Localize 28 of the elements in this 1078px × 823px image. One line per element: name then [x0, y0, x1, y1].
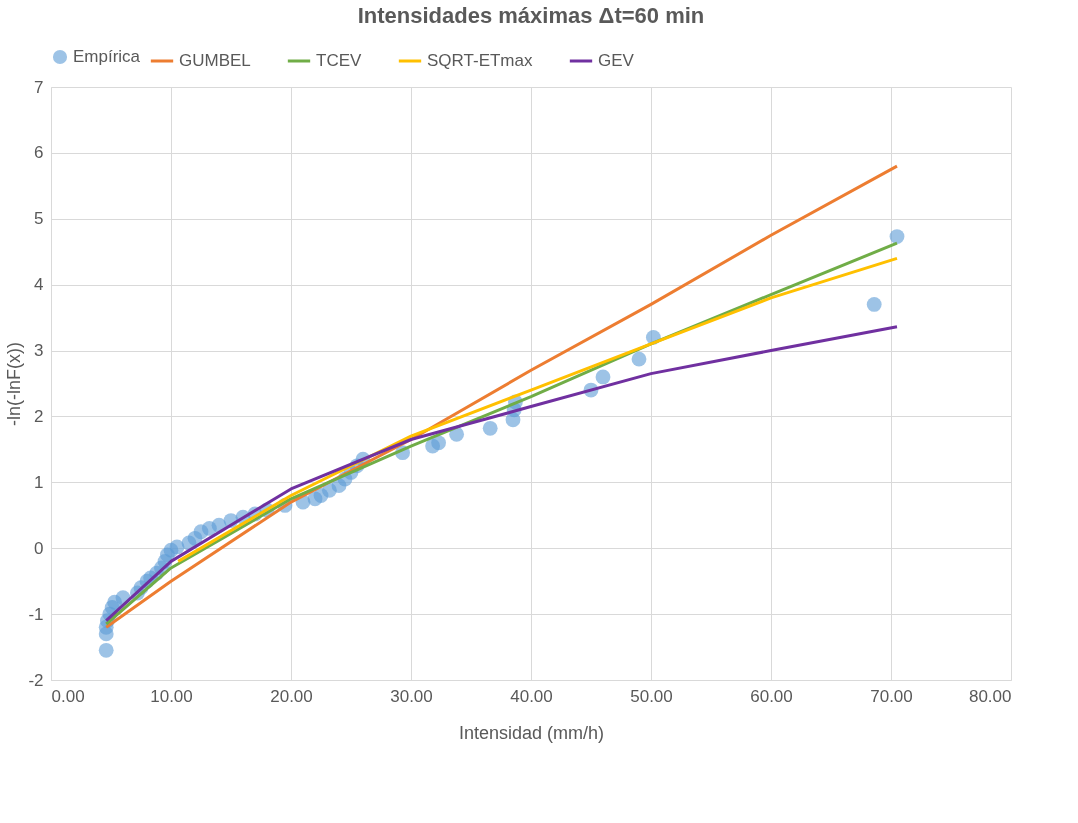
y-tick-label: 3 — [34, 341, 44, 361]
y-axis-title: -ln(-lnF(x)) — [4, 342, 25, 426]
x-tick-label: 80.00 — [968, 686, 1012, 706]
y-tick-label: 0 — [34, 538, 44, 558]
y-tick-label: 4 — [34, 275, 44, 295]
chart-title: Intensidades máximas Δt=60 min — [357, 3, 705, 28]
x-tick-label: 20.00 — [270, 686, 313, 706]
x-tick-label: 60.00 — [750, 686, 793, 706]
x-tick-label: 70.00 — [870, 686, 913, 706]
y-tick-label: 5 — [34, 209, 44, 229]
line-series — [176, 256, 899, 563]
legend-label: GUMBEL — [179, 51, 251, 70]
y-tick-label: -2 — [28, 670, 44, 690]
y-tick-label: -1 — [28, 604, 44, 624]
legend-label: Empírica — [73, 47, 141, 66]
x-tick-label: 40.00 — [510, 686, 553, 706]
x-tick-label: 10.00 — [150, 686, 193, 706]
y-tick-label: 7 — [34, 77, 44, 97]
legend-label: TCEV — [316, 51, 362, 70]
y-tick-label: 1 — [34, 472, 44, 492]
legend-label: SQRT-ETmax — [427, 51, 533, 70]
x-tick-label: 0.00 — [51, 686, 85, 706]
x-tick-label: 50.00 — [630, 686, 673, 706]
y-tick-label: 6 — [34, 143, 44, 163]
legend-label: GEV — [598, 51, 635, 70]
x-axis-title: Intensidad (mm/h) — [458, 722, 605, 743]
y-tick-label: 2 — [34, 406, 44, 426]
x-tick-label: 30.00 — [390, 686, 433, 706]
